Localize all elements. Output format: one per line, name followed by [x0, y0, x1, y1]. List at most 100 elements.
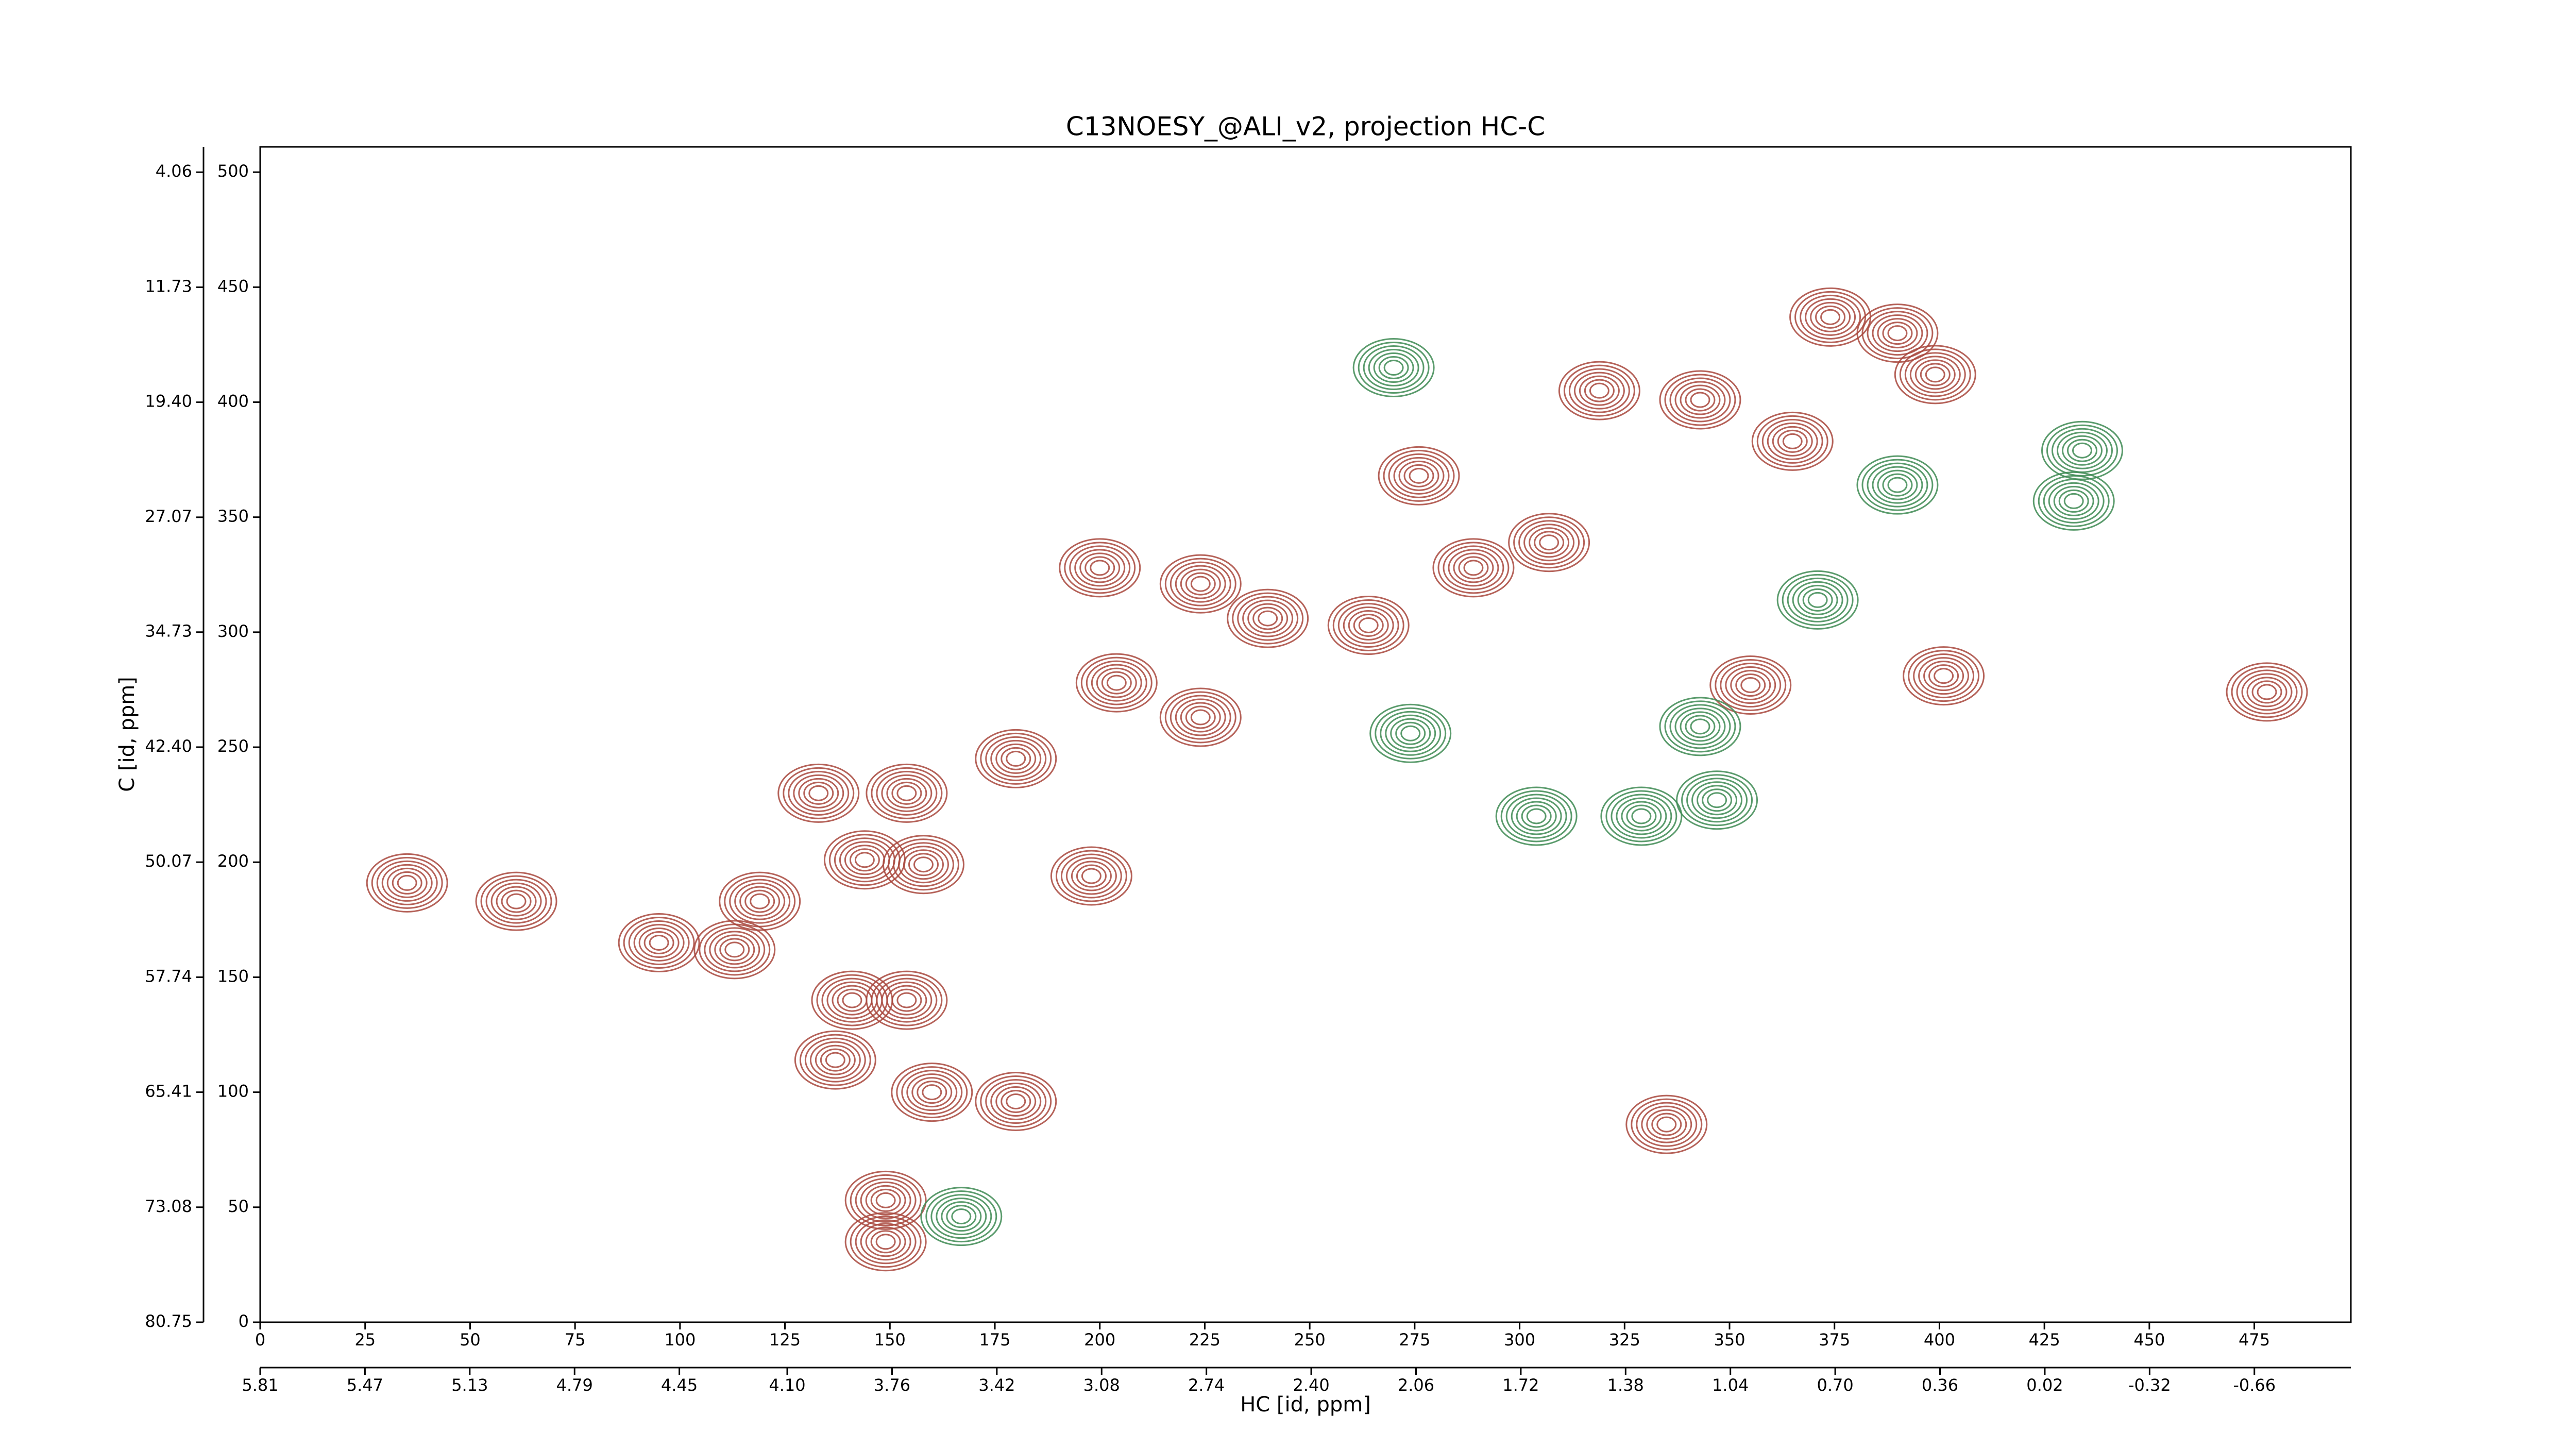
x2-tick-label: -0.32	[2128, 1375, 2171, 1395]
contour-level	[881, 981, 933, 1019]
contour-level	[1777, 429, 1808, 453]
peak	[844, 1170, 927, 1230]
contour-level	[1529, 527, 1570, 558]
contour-level	[1508, 513, 1590, 572]
contour-level	[1810, 301, 1851, 332]
x-tick-label: 100	[664, 1330, 696, 1350]
contour-level	[850, 1216, 922, 1268]
peak	[1709, 655, 1792, 715]
peak	[975, 1071, 1057, 1131]
y-tick-label: 400	[217, 391, 249, 411]
x2-tick-label: 1.72	[1502, 1375, 1539, 1395]
contour-level	[1887, 477, 1908, 493]
contour-level	[985, 736, 1047, 781]
contour-level	[803, 781, 834, 805]
contour-level	[1516, 801, 1557, 832]
x-tick-label: 350	[1714, 1330, 1745, 1350]
contour-level	[1589, 382, 1609, 399]
contour-level	[1383, 360, 1404, 376]
contour-level	[1794, 291, 1867, 343]
contour-level	[849, 848, 880, 872]
contour-level	[1463, 560, 1484, 576]
contour-level	[1180, 568, 1221, 599]
contour-level	[628, 920, 690, 965]
contour-level	[980, 1075, 1052, 1127]
contour-level	[1001, 1089, 1031, 1113]
x-tick-label: 25	[354, 1330, 376, 1350]
y-tick-label: 0	[239, 1311, 249, 1331]
y-tick-label: 500	[217, 161, 249, 181]
contour-level	[1867, 462, 1928, 508]
contour-level	[1740, 677, 1761, 694]
peak	[1327, 595, 1410, 655]
contour-level	[1006, 750, 1026, 767]
peak	[1903, 646, 1985, 706]
y-tick-label: 150	[217, 966, 249, 986]
contour-level	[850, 1174, 922, 1226]
contour-level	[1252, 606, 1283, 630]
y-tick-label: 300	[217, 621, 249, 641]
contour-level	[1923, 661, 1964, 692]
contour-level	[1523, 524, 1575, 562]
contour-level	[783, 767, 855, 819]
contour-level	[876, 978, 938, 1023]
x-tick-label: 175	[979, 1330, 1010, 1350]
contour-level	[975, 1071, 1057, 1131]
contour-level	[1636, 1102, 1698, 1147]
contour-level	[699, 923, 771, 976]
contour-level	[1877, 318, 1918, 349]
contour-level	[1664, 700, 1736, 753]
contour-level	[871, 974, 943, 1026]
peak	[1659, 370, 1741, 430]
contour-level	[1674, 707, 1726, 746]
contour-level	[1626, 804, 1657, 828]
contour-level	[1605, 790, 1677, 843]
contour-level	[809, 1041, 861, 1079]
contour-level	[1674, 381, 1726, 419]
contour-level	[739, 886, 781, 917]
contour-level	[1453, 552, 1494, 583]
contour-level	[891, 988, 922, 1012]
contour-level	[1006, 1093, 1026, 1109]
contour-level	[2231, 666, 2303, 718]
peak	[844, 1212, 927, 1272]
contour-level	[1676, 770, 1758, 830]
x2-tick-label: 2.06	[1398, 1375, 1434, 1395]
contour-level	[936, 1198, 987, 1236]
contour-level	[1084, 556, 1115, 580]
contour-level	[995, 1086, 1037, 1117]
contour-level	[1918, 657, 1970, 695]
contour-level	[1363, 345, 1425, 391]
contour-level	[386, 867, 428, 898]
contour-level	[1448, 549, 1499, 587]
contour-level	[1521, 804, 1552, 828]
contour-level	[2236, 669, 2298, 715]
contour-level	[1069, 545, 1131, 591]
contour-level	[870, 1188, 901, 1212]
contour-level	[1343, 606, 1394, 644]
contour-level	[842, 992, 862, 1008]
contour-level	[1807, 592, 1828, 608]
contour-level	[875, 1192, 896, 1208]
y2-tick-label: 27.07	[145, 507, 192, 526]
peak	[882, 835, 964, 895]
contour-level	[911, 1077, 953, 1108]
peak	[1378, 446, 1460, 506]
contour-level	[1659, 370, 1741, 430]
contour-level	[1877, 469, 1918, 500]
x-tick-label: 125	[769, 1330, 801, 1350]
contour-level	[1055, 850, 1127, 902]
contour-level	[1656, 1116, 1677, 1133]
peak	[719, 871, 801, 931]
contour-level	[870, 1230, 901, 1254]
peak	[1751, 411, 1834, 471]
contour-level	[1928, 664, 1959, 688]
peak	[693, 920, 776, 980]
contour-level	[1691, 781, 1743, 819]
peak	[777, 763, 860, 823]
peak	[1059, 538, 1141, 598]
x-tick-label: 75	[565, 1330, 586, 1350]
x-tick-label: 200	[1084, 1330, 1115, 1350]
contour-level	[2072, 442, 2092, 459]
contour-level	[1258, 610, 1278, 627]
